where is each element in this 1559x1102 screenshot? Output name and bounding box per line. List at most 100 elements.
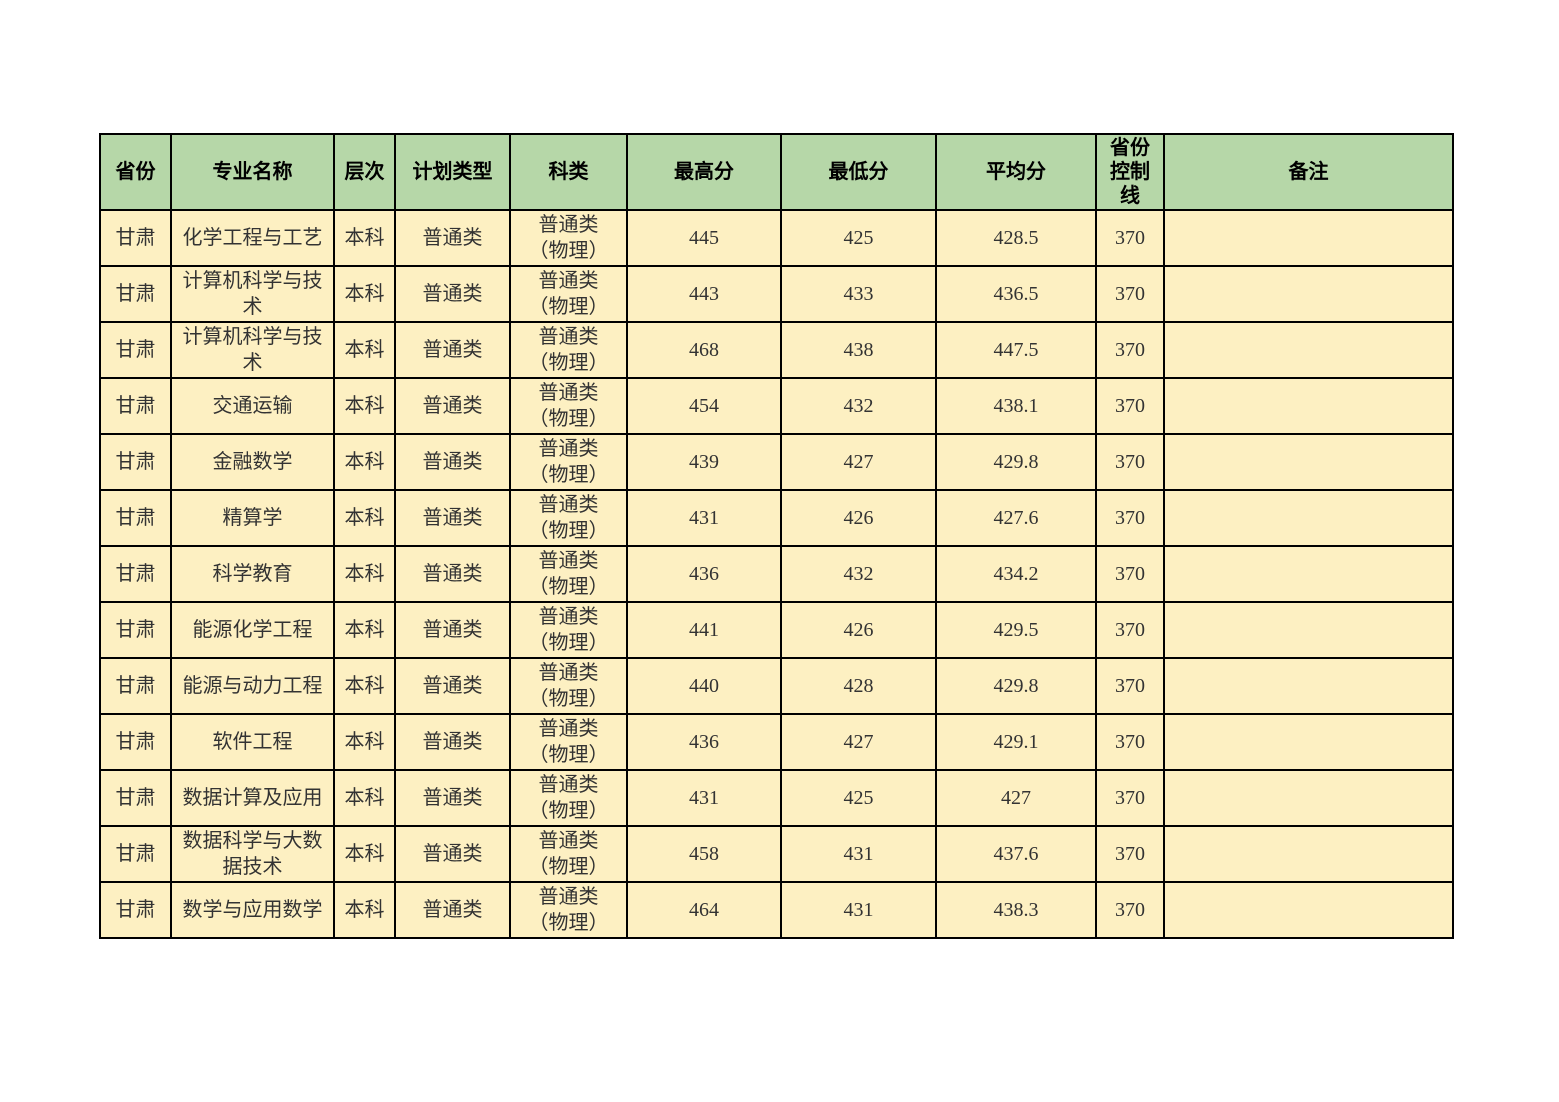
cell-major: 化学工程与工艺 <box>170 209 335 267</box>
cell-max-score: 431 <box>626 769 782 827</box>
cell-province: 甘肃 <box>99 657 172 715</box>
cell-control-line: 370 <box>1095 377 1165 435</box>
table-row: 甘肃 计算机科学与技术 本科 普通类 普通类 （物理） 468 438 447.5 370 <box>99 321 1454 379</box>
column-header-control-line: 省份控制线 <box>1095 133 1165 211</box>
cell-province: 甘肃 <box>99 433 172 491</box>
cell-province: 甘肃 <box>99 209 172 267</box>
cell-min-score: 425 <box>780 209 937 267</box>
cell-plan-type: 普通类 <box>394 265 511 323</box>
cell-avg-score: 427 <box>935 769 1097 827</box>
cell-min-score: 426 <box>780 601 937 659</box>
table-row: 甘肃 能源化学工程 本科 普通类 普通类 （物理） 441 426 429.5 370 <box>99 601 1454 659</box>
table-row: 甘肃 精算学 本科 普通类 普通类 （物理） 431 426 427.6 370 <box>99 489 1454 547</box>
cell-min-score: 428 <box>780 657 937 715</box>
cell-min-score: 438 <box>780 321 937 379</box>
cell-control-line: 370 <box>1095 769 1165 827</box>
cell-major: 科学教育 <box>170 545 335 603</box>
table-row: 甘肃 数学与应用数学 本科 普通类 普通类 （物理） 464 431 438.3 370 <box>99 881 1454 939</box>
cell-avg-score: 428.5 <box>935 209 1097 267</box>
cell-remark <box>1163 265 1454 323</box>
table-row: 甘肃 数据科学与大数据技术 本科 普通类 普通类 （物理） 458 431 437.6 370 <box>99 825 1454 883</box>
cell-avg-score: 429.1 <box>935 713 1097 771</box>
cell-subject: 普通类 （物理） <box>509 545 628 603</box>
cell-control-line: 370 <box>1095 825 1165 883</box>
cell-max-score: 439 <box>626 433 782 491</box>
cell-level: 本科 <box>333 433 396 491</box>
cell-level: 本科 <box>333 657 396 715</box>
cell-province: 甘肃 <box>99 321 172 379</box>
cell-remark <box>1163 377 1454 435</box>
cell-max-score: 454 <box>626 377 782 435</box>
cell-level: 本科 <box>333 713 396 771</box>
cell-major: 数学与应用数学 <box>170 881 335 939</box>
cell-control-line: 370 <box>1095 881 1165 939</box>
cell-control-line: 370 <box>1095 489 1165 547</box>
cell-plan-type: 普通类 <box>394 377 511 435</box>
cell-remark <box>1163 489 1454 547</box>
cell-major: 数据计算及应用 <box>170 769 335 827</box>
cell-plan-type: 普通类 <box>394 321 511 379</box>
cell-max-score: 458 <box>626 825 782 883</box>
cell-max-score: 431 <box>626 489 782 547</box>
column-header-province: 省份 <box>99 133 172 211</box>
cell-subject: 普通类 （物理） <box>509 601 628 659</box>
cell-subject: 普通类 （物理） <box>509 657 628 715</box>
column-header-min-score: 最低分 <box>780 133 937 211</box>
cell-plan-type: 普通类 <box>394 769 511 827</box>
cell-max-score: 468 <box>626 321 782 379</box>
cell-remark <box>1163 433 1454 491</box>
cell-plan-type: 普通类 <box>394 433 511 491</box>
cell-level: 本科 <box>333 769 396 827</box>
cell-major: 交通运输 <box>170 377 335 435</box>
cell-province: 甘肃 <box>99 489 172 547</box>
cell-level: 本科 <box>333 825 396 883</box>
column-header-avg-score: 平均分 <box>935 133 1097 211</box>
cell-province: 甘肃 <box>99 825 172 883</box>
cell-level: 本科 <box>333 265 396 323</box>
cell-control-line: 370 <box>1095 657 1165 715</box>
cell-plan-type: 普通类 <box>394 489 511 547</box>
cell-remark <box>1163 769 1454 827</box>
cell-plan-type: 普通类 <box>394 881 511 939</box>
table-row: 甘肃 计算机科学与技术 本科 普通类 普通类 （物理） 443 433 436.5 370 <box>99 265 1454 323</box>
cell-remark <box>1163 601 1454 659</box>
cell-subject: 普通类 （物理） <box>509 881 628 939</box>
table-row: 甘肃 科学教育 本科 普通类 普通类 （物理） 436 432 434.2 370 <box>99 545 1454 603</box>
cell-subject: 普通类 （物理） <box>509 209 628 267</box>
column-header-max-score: 最高分 <box>626 133 782 211</box>
cell-max-score: 436 <box>626 713 782 771</box>
cell-subject: 普通类 （物理） <box>509 713 628 771</box>
cell-max-score: 443 <box>626 265 782 323</box>
cell-min-score: 426 <box>780 489 937 547</box>
cell-plan-type: 普通类 <box>394 657 511 715</box>
cell-major: 能源化学工程 <box>170 601 335 659</box>
cell-major: 软件工程 <box>170 713 335 771</box>
cell-major: 精算学 <box>170 489 335 547</box>
cell-min-score: 431 <box>780 881 937 939</box>
cell-subject: 普通类 （物理） <box>509 489 628 547</box>
cell-min-score: 433 <box>780 265 937 323</box>
cell-province: 甘肃 <box>99 265 172 323</box>
cell-avg-score: 438.3 <box>935 881 1097 939</box>
cell-level: 本科 <box>333 545 396 603</box>
cell-major: 数据科学与大数据技术 <box>170 825 335 883</box>
cell-remark <box>1163 881 1454 939</box>
column-header-remark: 备注 <box>1163 133 1454 211</box>
cell-subject: 普通类 （物理） <box>509 433 628 491</box>
table-row: 甘肃 交通运输 本科 普通类 普通类 （物理） 454 432 438.1 370 <box>99 377 1454 435</box>
cell-plan-type: 普通类 <box>394 601 511 659</box>
cell-min-score: 425 <box>780 769 937 827</box>
cell-plan-type: 普通类 <box>394 545 511 603</box>
cell-province: 甘肃 <box>99 601 172 659</box>
cell-level: 本科 <box>333 601 396 659</box>
header-row: 省份 专业名称 层次 计划类型 科类 最高分 最低分 平均分 省份控制线 备注 <box>99 133 1454 211</box>
cell-major: 金融数学 <box>170 433 335 491</box>
cell-plan-type: 普通类 <box>394 209 511 267</box>
cell-plan-type: 普通类 <box>394 825 511 883</box>
cell-avg-score: 438.1 <box>935 377 1097 435</box>
cell-max-score: 436 <box>626 545 782 603</box>
cell-avg-score: 429.8 <box>935 657 1097 715</box>
cell-plan-type: 普通类 <box>394 713 511 771</box>
table-row: 甘肃 数据计算及应用 本科 普通类 普通类 （物理） 431 425 427 370 <box>99 769 1454 827</box>
cell-max-score: 445 <box>626 209 782 267</box>
